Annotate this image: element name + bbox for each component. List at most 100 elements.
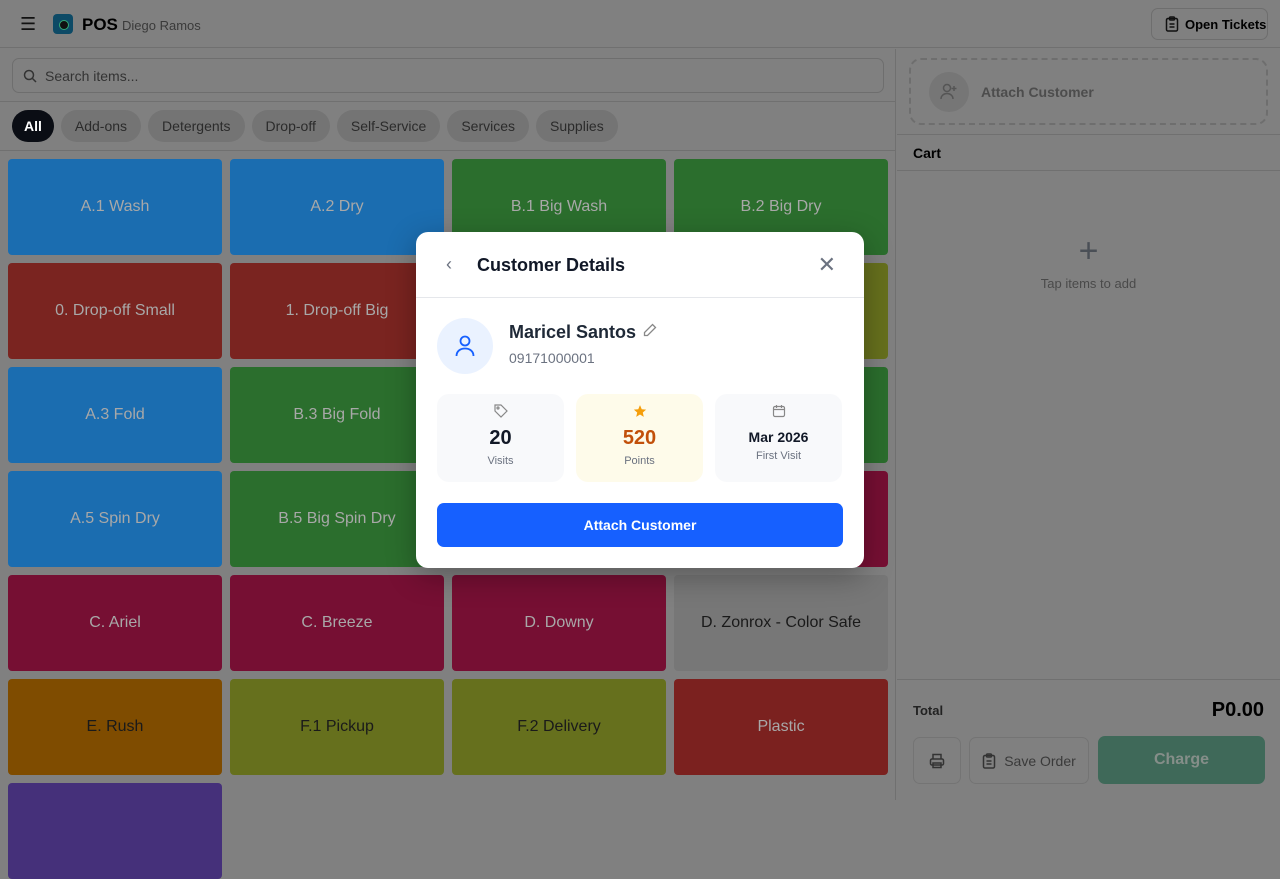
item-label: B.2 Big Dry — [740, 198, 822, 215]
visits-value: 20 — [489, 427, 512, 449]
item-tile[interactable]: C. Ariel — [8, 575, 222, 671]
category-chip-add-ons[interactable]: Add-ons — [60, 110, 142, 142]
search-input[interactable]: Search items... — [12, 58, 884, 93]
stat-first-visit: Mar 2026 First Visit — [715, 394, 842, 482]
customer-avatar — [437, 318, 493, 374]
attach-customer-confirm-label: Attach Customer — [583, 517, 697, 533]
save-order-label: Save Order — [1004, 752, 1076, 769]
empty-cart: + Tap items to add — [897, 234, 1280, 291]
top-bar: ☰ POS Diego Ramos Open Tickets — [0, 0, 1280, 48]
category-chip-drop-off[interactable]: Drop-off — [251, 110, 330, 142]
item-tile[interactable]: A.1 Wash — [8, 159, 222, 255]
item-tile[interactable]: B.3 Big Fold — [230, 367, 444, 463]
open-tickets-button[interactable]: Open Tickets — [1151, 8, 1268, 40]
item-label: F.1 Pickup — [300, 718, 374, 735]
divider — [0, 101, 896, 102]
first-visit-value: Mar 2026 — [748, 429, 809, 445]
item-label: A.3 Fold — [85, 406, 145, 423]
total-value: P0.00 — [1211, 699, 1264, 721]
item-label: C. Breeze — [301, 614, 373, 631]
item-tile[interactable]: D. Zonrox - Color Safe — [674, 575, 888, 671]
hamburger-menu-icon[interactable]: ☰ — [20, 14, 37, 34]
app-logo — [53, 14, 73, 34]
divider — [0, 150, 896, 151]
charge-label: Charge — [1153, 751, 1210, 768]
print-button[interactable] — [913, 737, 961, 784]
clipboard-icon — [982, 752, 996, 769]
customer-phone: 09171000001 — [509, 350, 595, 366]
close-icon[interactable]: ✕ — [817, 252, 836, 277]
points-value: 520 — [622, 427, 657, 449]
divider — [897, 679, 1280, 680]
divider — [897, 170, 1280, 171]
item-label: 1. Drop-off Big — [285, 302, 389, 319]
item-label: C. Ariel — [89, 614, 141, 631]
back-chevron-icon[interactable]: ‹ — [446, 254, 452, 274]
plus-icon: + — [1078, 232, 1099, 270]
empty-cart-text: Tap items to add — [1040, 276, 1137, 291]
item-tile[interactable]: C. Breeze — [230, 575, 444, 671]
first-visit-label: First Visit — [755, 450, 802, 462]
item-label: D. Downy — [524, 614, 594, 631]
item-label: B.5 Big Spin Dry — [278, 510, 396, 527]
item-label: E. Rush — [86, 718, 144, 735]
item-label: B.3 Big Fold — [293, 406, 381, 423]
visits-label: Visits — [487, 455, 514, 467]
stat-visits: 20 Visits — [437, 394, 564, 482]
item-tile[interactable]: E. Rush — [8, 679, 222, 775]
customer-details-dialog: ‹ Customer Details ✕ Maricel Santos 0917… — [416, 232, 864, 568]
open-tickets-label: Open Tickets — [1185, 16, 1267, 32]
save-order-button[interactable]: Save Order — [969, 737, 1089, 784]
item-tile[interactable]: F.2 Delivery — [452, 679, 666, 775]
stat-points: 520 Points — [576, 394, 703, 482]
attach-customer-confirm-button[interactable]: Attach Customer — [437, 503, 843, 547]
dialog-header: ‹ Customer Details ✕ — [416, 232, 864, 298]
item-tile[interactable]: D. Downy — [452, 575, 666, 671]
pencil-edit-icon[interactable] — [643, 323, 657, 342]
printer-icon — [929, 753, 945, 768]
total-label: Total — [913, 703, 944, 718]
item-label: Plastic — [757, 718, 805, 735]
item-tile[interactable]: A.5 Spin Dry — [8, 471, 222, 567]
item-label: F.2 Delivery — [517, 718, 601, 735]
item-tile[interactable]: B.5 Big Spin Dry — [230, 471, 444, 567]
category-chip-services[interactable]: Services — [447, 110, 530, 142]
category-chip-all[interactable]: All — [12, 110, 54, 142]
item-tile[interactable]: Plastic — [674, 679, 888, 775]
customer-name: Maricel Santos — [509, 322, 637, 342]
attach-customer-button[interactable]: Attach Customer — [909, 58, 1268, 125]
item-label: 0. Drop-off Small — [55, 302, 175, 319]
item-tile[interactable]: F.1 Pickup — [230, 679, 444, 775]
search-icon — [23, 69, 37, 83]
item-label: B.1 Big Wash — [510, 198, 608, 215]
item-tile[interactable]: A.2 Dry — [230, 159, 444, 255]
item-label: A.1 Wash — [80, 198, 150, 215]
cart-title: Cart — [913, 145, 942, 161]
user-plus-icon — [929, 71, 969, 112]
category-chip-detergents[interactable]: Detergents — [148, 110, 245, 142]
cart-panel: Attach Customer Cart + Tap items to add … — [897, 49, 1280, 800]
category-chips: All Add-ons Detergents Drop-off Self-Service… — [12, 110, 618, 142]
user-icon — [455, 335, 475, 357]
dialog-title: Customer Details — [477, 255, 626, 275]
category-chip-self-service[interactable]: Self-Service — [336, 110, 441, 142]
attach-customer-label: Attach Customer — [981, 83, 1094, 100]
search-placeholder: Search items... — [45, 67, 139, 84]
item-label: A.2 Dry — [310, 198, 364, 215]
divider — [897, 134, 1280, 135]
star-icon — [633, 405, 646, 417]
customer-stats: 20 Visits 520 Points Mar 2026 First Visi… — [437, 394, 842, 482]
item-tile[interactable]: A.3 Fold — [8, 367, 222, 463]
item-label: A.5 Spin Dry — [70, 510, 160, 527]
user-name: Diego Ramos — [122, 18, 201, 33]
tag-icon — [493, 404, 508, 418]
category-chip-supplies[interactable]: Supplies — [536, 110, 618, 142]
calendar-icon — [772, 405, 785, 418]
item-label: D. Zonrox - Color Safe — [700, 614, 862, 631]
app-title: POS — [82, 15, 118, 34]
charge-button[interactable]: Charge — [1098, 736, 1265, 784]
item-tile[interactable]: 1. Drop-off Big — [230, 263, 444, 359]
points-label: Points — [624, 455, 655, 467]
item-tile[interactable]: 0. Drop-off Small — [8, 263, 222, 359]
clipboard-icon — [1165, 16, 1179, 32]
